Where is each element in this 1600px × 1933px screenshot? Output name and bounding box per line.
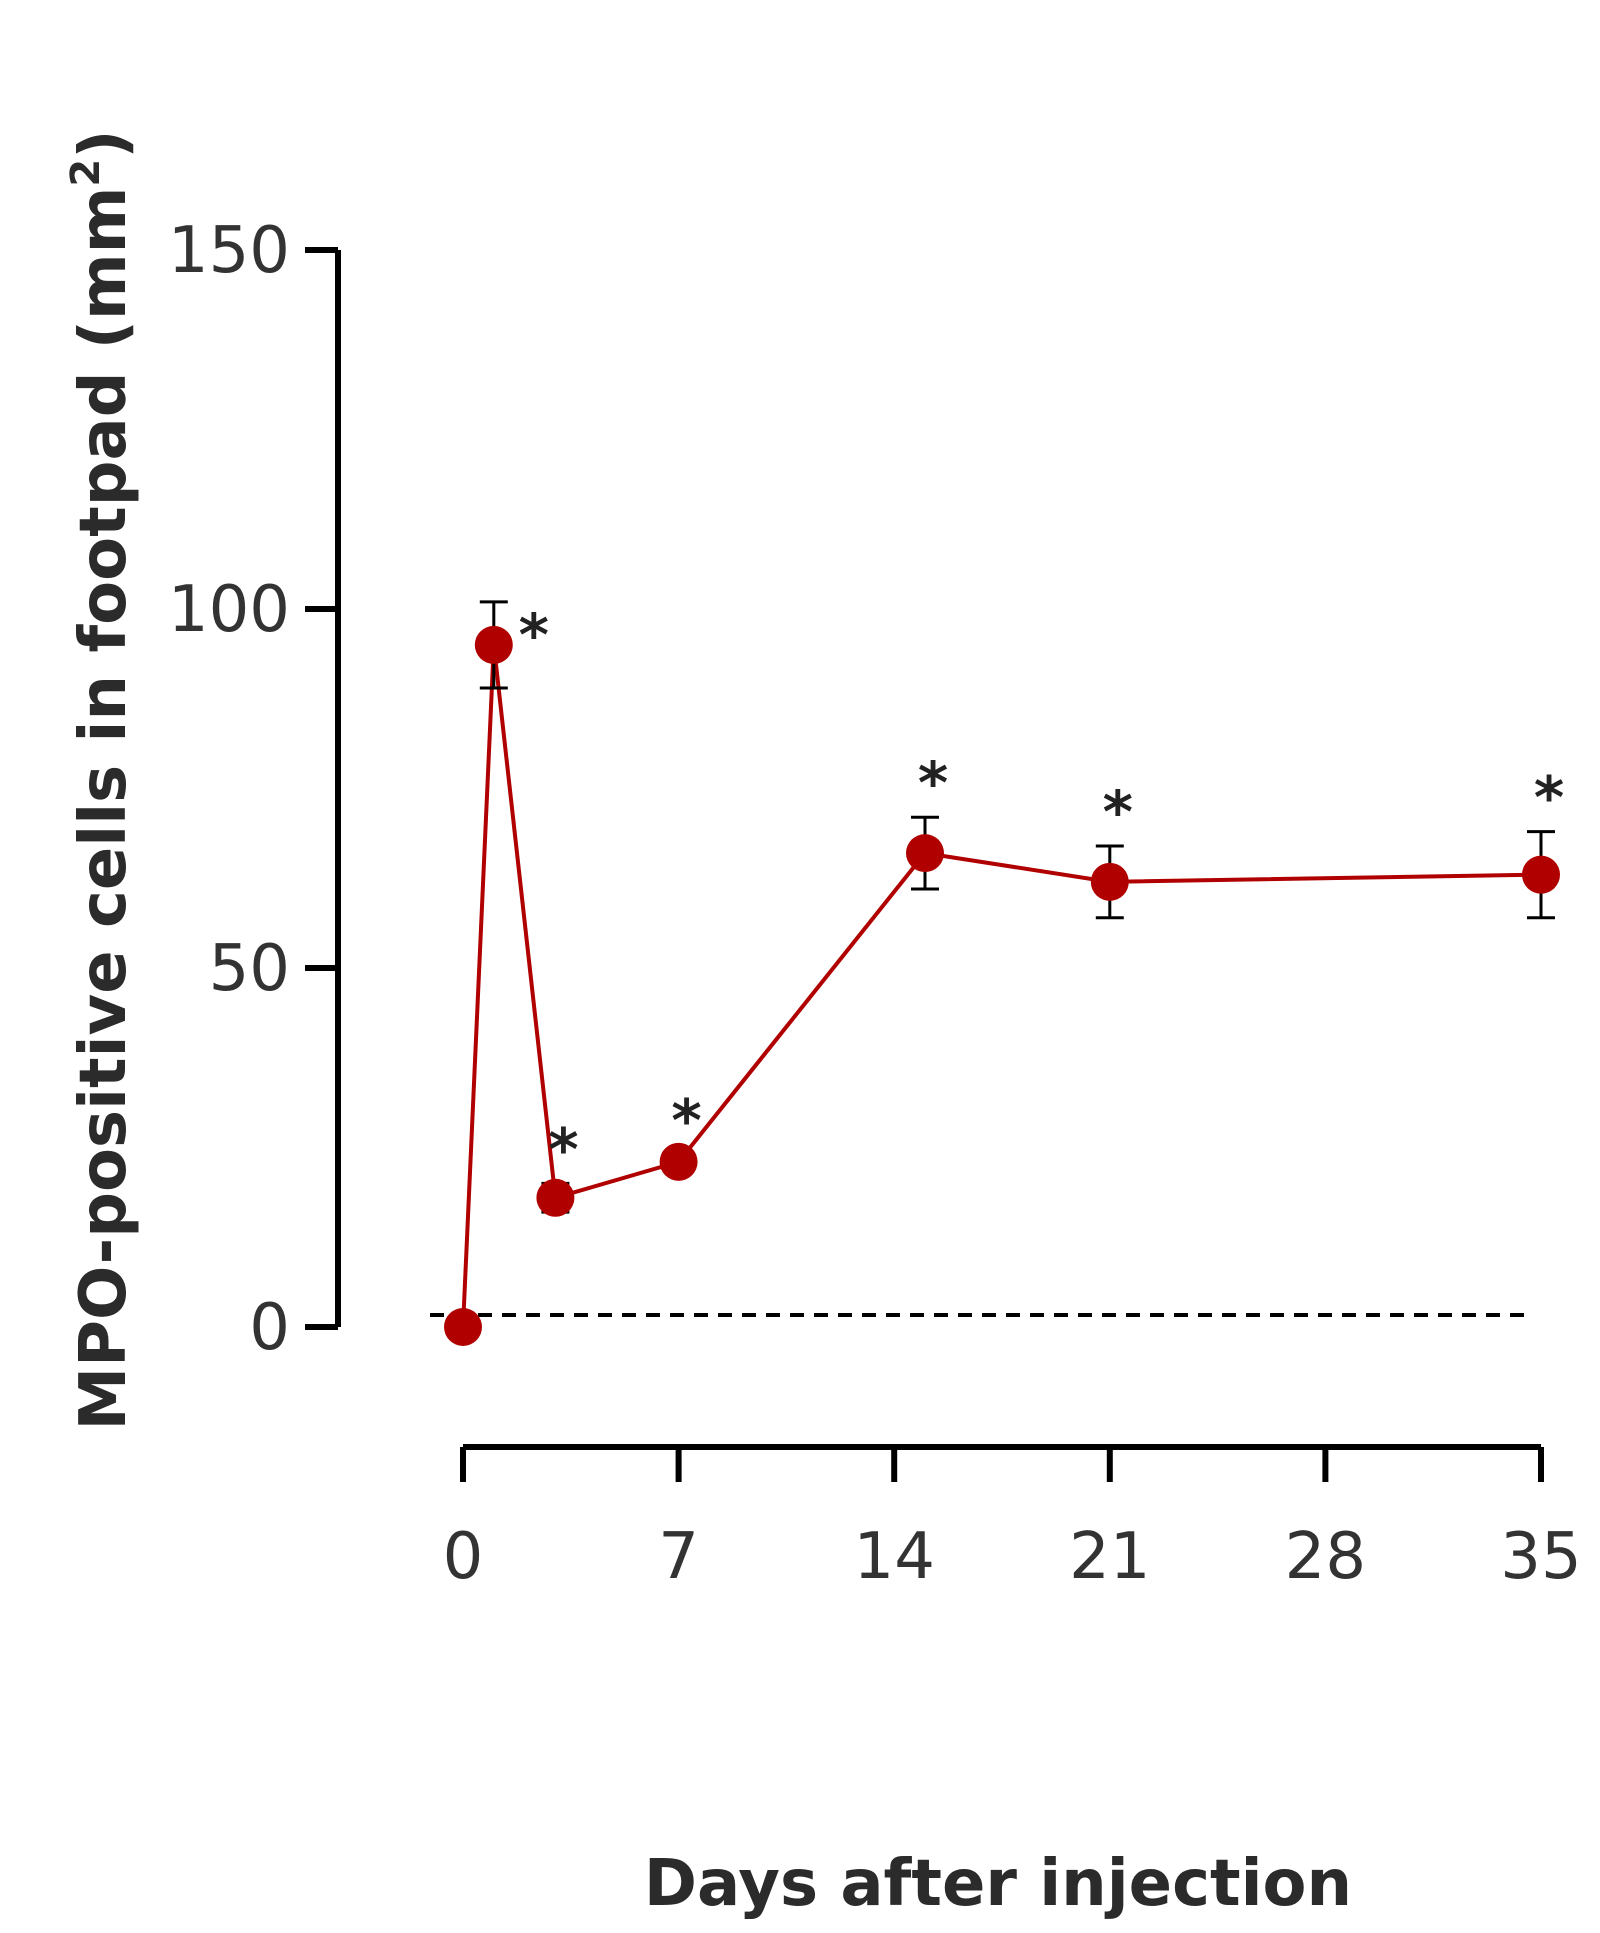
y-axis-title-close: ) xyxy=(67,129,141,158)
data-point xyxy=(474,625,513,664)
x-axis: 0 7 14 21 28 35 xyxy=(443,1444,1582,1594)
y-axis-title-superscript: 2 xyxy=(63,159,109,187)
x-tick-label: 0 xyxy=(443,1520,484,1594)
y-tick-label: 100 xyxy=(168,573,290,647)
data-point xyxy=(444,1308,482,1346)
y-tick-label: 150 xyxy=(168,214,290,288)
y-axis: 0 50 100 150 xyxy=(168,214,341,1365)
x-axis-title: Days after injection xyxy=(644,1847,1352,1921)
significance-marker: * xyxy=(671,1087,701,1155)
significance-marker: * xyxy=(548,1115,578,1183)
y-axis-title-text: MPO-positive cells in footpad (mm xyxy=(67,187,141,1431)
x-tick-label: 21 xyxy=(1069,1520,1150,1594)
x-tick-label: 35 xyxy=(1500,1520,1581,1594)
y-tick-label: 50 xyxy=(209,932,290,1006)
y-axis-title: MPO-positive cells in footpad (mm2) xyxy=(63,129,141,1430)
data-point xyxy=(536,1178,575,1217)
significance-marker: * xyxy=(519,601,549,669)
data-point xyxy=(906,834,944,873)
data-point xyxy=(1522,855,1560,894)
series-line xyxy=(461,644,1542,1328)
series-layer: * * * * * * xyxy=(444,600,1564,1346)
x-tick-label: 28 xyxy=(1285,1520,1366,1594)
x-tick-label: 7 xyxy=(658,1520,699,1594)
x-tick-label: 14 xyxy=(853,1520,934,1594)
data-point xyxy=(1090,862,1129,901)
significance-marker: * xyxy=(918,749,948,817)
y-tick-label: 0 xyxy=(249,1291,290,1365)
significance-marker: * xyxy=(1103,778,1133,846)
significance-marker: * xyxy=(1534,764,1564,832)
data-point xyxy=(659,1142,698,1181)
